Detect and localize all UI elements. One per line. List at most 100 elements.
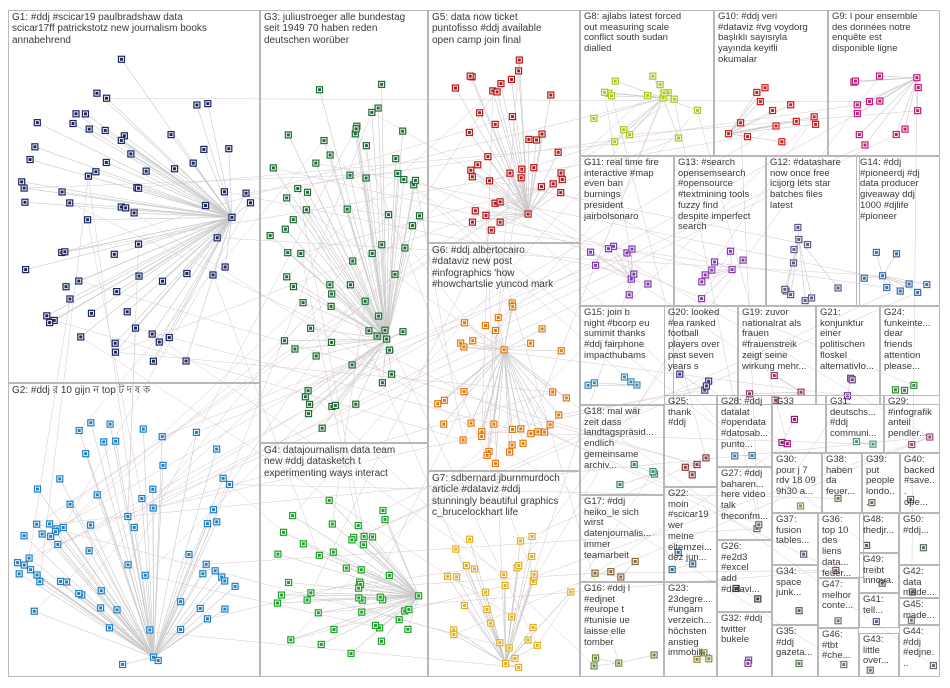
vertex-node-core	[797, 661, 801, 665]
vertex-node-core	[68, 201, 72, 205]
edge	[382, 339, 387, 383]
cluster-label: G40: backed #save... ope...	[904, 454, 935, 508]
vertex-node-core	[592, 116, 596, 120]
edge	[24, 251, 591, 566]
edge	[365, 177, 387, 340]
vertex-node-core	[161, 463, 165, 467]
edge	[453, 444, 912, 635]
edge	[503, 328, 543, 351]
edge	[145, 574, 380, 629]
edge	[855, 77, 917, 82]
edge	[361, 302, 513, 613]
vertex-node-core	[205, 522, 209, 526]
cluster-label: G14: #ddj #pioneerdj #dj data producer g…	[860, 157, 920, 222]
cluster-g7: G7: sdbernard jburnmurdoch article #data…	[428, 471, 580, 677]
vertex-node-core	[137, 242, 141, 246]
vertex-node-core	[151, 359, 155, 363]
vertex-node-core	[517, 58, 521, 62]
edge	[371, 253, 387, 340]
vertex-node-core	[594, 656, 598, 660]
vertex-node-core	[140, 497, 144, 501]
vertex-node-core	[22, 186, 26, 190]
edge	[511, 79, 529, 215]
edge	[550, 424, 698, 465]
vertex-node-core	[757, 523, 761, 527]
vertex-node-core	[473, 209, 477, 213]
vertex-node-core	[17, 572, 21, 576]
edge	[23, 535, 154, 658]
vertex-node-core	[540, 132, 544, 136]
cluster-label: G21: konjunktur einer politischen floske…	[820, 307, 874, 372]
vertex-node-core	[857, 133, 861, 137]
edge	[115, 441, 154, 658]
vertex-node-core	[115, 608, 119, 612]
vertex-node-core	[812, 115, 816, 119]
vertex-node-core	[836, 286, 840, 290]
edge	[615, 80, 664, 99]
cluster-label: G27: #ddj baharen... here video talk the…	[721, 468, 768, 522]
edge	[351, 292, 918, 541]
vertex-node-core	[317, 553, 321, 557]
vertex-node-core	[704, 456, 708, 460]
vertex-node-core	[314, 354, 318, 358]
edge	[456, 576, 506, 664]
vertex-node-core	[65, 580, 69, 584]
vertex-node-core	[328, 283, 332, 287]
vertex-node-core	[402, 178, 406, 182]
edge	[162, 252, 628, 437]
vertex-node-core	[633, 559, 637, 563]
edge	[463, 346, 848, 396]
vertex-node-core	[442, 398, 446, 402]
vertex-node-core	[658, 83, 662, 87]
cluster-g10: G10: #ddj veri #dataviz #vg voydorg başl…	[714, 10, 828, 156]
vertex-node-core	[462, 604, 466, 608]
edge	[594, 443, 788, 574]
edge	[228, 148, 233, 218]
vertex-node-core	[695, 463, 699, 467]
vertex-node-core	[632, 462, 636, 466]
cluster-g45: G45: made...	[899, 598, 940, 625]
vertex-node-core	[362, 534, 366, 538]
edge	[277, 553, 419, 597]
edge	[728, 124, 816, 135]
vertex-node-core	[301, 542, 305, 546]
vertex-node-core	[319, 642, 323, 646]
vertex-node-core	[221, 476, 225, 480]
cluster-label: G38: haben da feuer...	[826, 454, 856, 498]
vertex-node-core	[306, 190, 310, 194]
cluster-g6: G6: #ddj albertocairo #dataviz new post …	[428, 243, 580, 471]
cluster-label: G33	[776, 396, 794, 407]
edge	[21, 181, 233, 218]
vertex-node-core	[304, 208, 308, 212]
vertex-node-core	[855, 112, 859, 116]
cluster-label: G42: data made...	[903, 566, 935, 598]
edge	[527, 134, 543, 215]
vertex-node-core	[557, 413, 561, 417]
cluster-g12: G12: #datashare now once free icijorg le…	[766, 156, 860, 306]
vertex-node-core	[330, 292, 334, 296]
vertex-node-core	[677, 136, 681, 140]
vertex-node-core	[517, 564, 521, 568]
edge	[287, 252, 387, 340]
vertex-node-core	[184, 359, 188, 363]
vertex-node-core	[758, 100, 762, 104]
edge	[512, 116, 529, 215]
vertex-node-core	[925, 283, 929, 287]
vertex-node-core	[275, 601, 279, 605]
vertex-node-core	[510, 301, 514, 305]
cluster-label: G30: pour j 7 rdv 18 09 9h30 a...	[776, 454, 816, 498]
vertex-node-core	[332, 628, 336, 632]
vertex-node-core	[612, 244, 616, 248]
vertex-node-core	[569, 590, 573, 594]
edge	[386, 215, 420, 340]
vertex-node-core	[283, 227, 287, 231]
vertex-node-core	[510, 115, 514, 119]
cluster-g21: G21: konjunktur einer politischen floske…	[816, 306, 880, 405]
edge	[332, 523, 419, 597]
cluster-g24: G24: funkeinte... dear friends attention…	[880, 306, 940, 405]
vertex-node-core	[517, 69, 521, 73]
edge	[306, 209, 491, 624]
edge	[594, 662, 619, 667]
vertex-node-core	[79, 335, 83, 339]
edge	[323, 140, 551, 425]
